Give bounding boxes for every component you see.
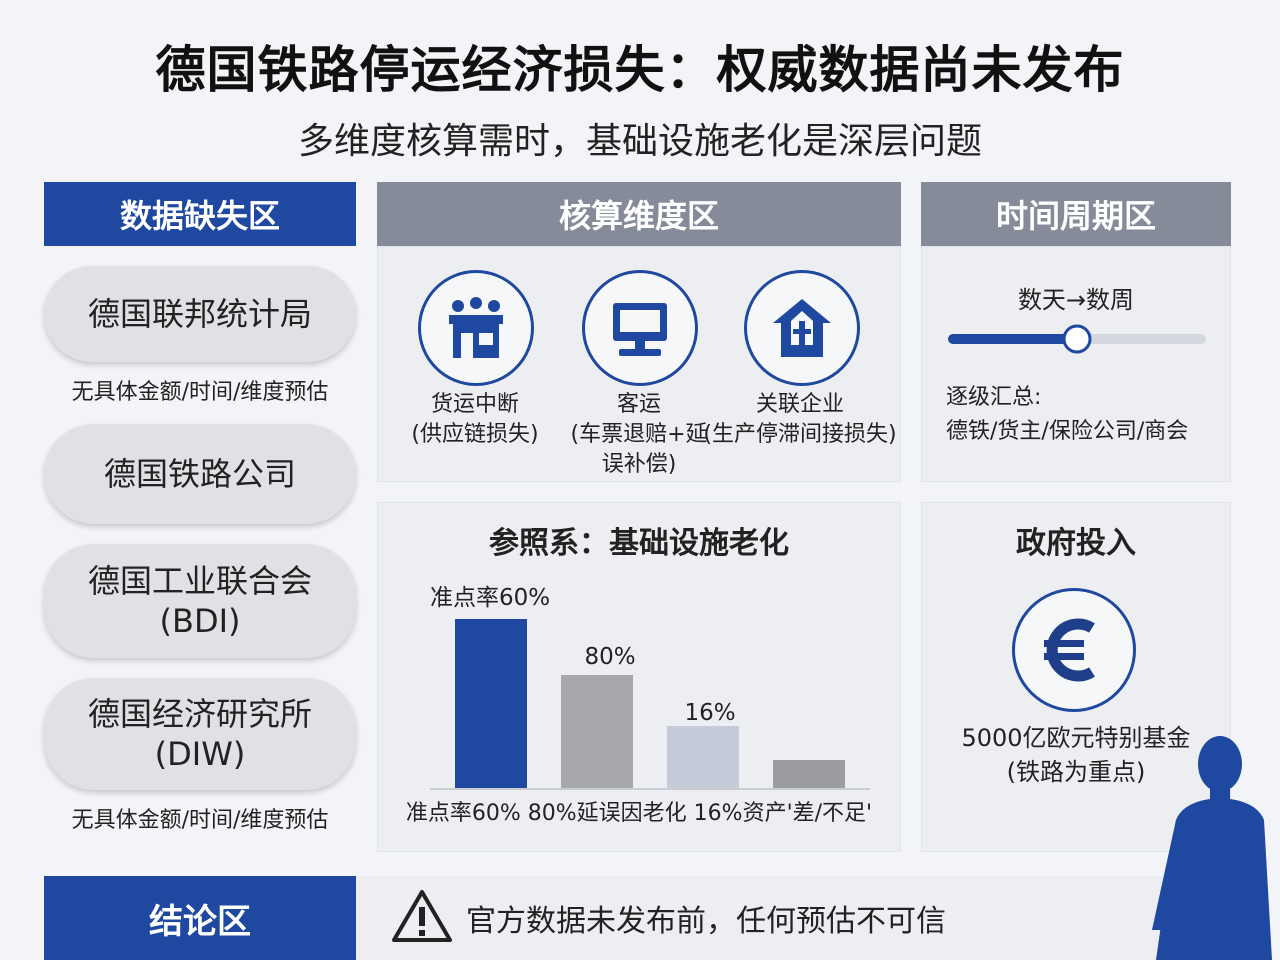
missing-note: 无具体金额/时间/维度预估 [71,380,329,405]
conclusion-label: 结论区 [44,876,356,960]
source-name: 德国工业联合会 [87,562,312,600]
source-name: 德国铁路公司 [103,455,296,493]
reference-title: 参照系：基础设施老化 [489,526,789,561]
euro-icon [1012,588,1136,712]
government-title: 政府投入 [1016,526,1136,561]
warehouse-icon [418,270,534,386]
conclusion-text: 官方数据未发布前，任何预估不可信 [466,904,946,939]
dimension-detail: (车票退赔+延 [570,422,708,447]
dimension-detail: (生产停滞间接损失) [703,422,897,447]
section-header-missing: 数据缺失区 [44,182,356,246]
page-title: 德国铁路停运经济损失：权威数据尚未发布 [155,41,1125,99]
monitor-icon [582,270,698,386]
period-range: 数天→数周 [1017,286,1135,314]
bar-punctuality [455,619,527,788]
period-panel [921,246,1231,482]
section-header-period: 时间周期区 [921,182,1231,246]
missing-note: 无具体金额/时间/维度预估 [71,808,329,833]
conclusion-bar [356,876,1236,960]
dimension-title: 货运中断 [430,392,519,417]
period-label: 逐级汇总: [946,385,1042,410]
dimension-detail: 误补偿) [601,452,677,477]
bar-other [773,760,845,788]
dimension-title: 客运 [616,392,661,417]
government-fund: 5000亿欧元特别基金 [961,724,1191,752]
source-pill-bdi: 德国工业联合会 (BDI) [44,544,356,658]
house-network-icon [744,270,860,386]
dimension-detail: (供应链损失) [411,422,539,447]
reference-caption: 准点率60% 80%延误因老化 16%资产'差/不足' [405,801,873,826]
source-abbr: (BDI) [159,602,241,640]
dimension-title: 关联企业 [755,392,844,417]
page-subtitle: 多维度核算需时，基础设施老化是深层问题 [297,121,982,162]
bar-asset-condition [667,726,739,788]
period-parties: 德铁/货主/保险公司/商会 [946,419,1189,444]
reference-bar-chart [430,619,870,790]
dimension-passenger: 客运 (车票退赔+延 误补偿) [556,390,722,480]
bar-label-punctuality: 准点率60% [429,585,551,611]
source-name: 德国联邦统计局 [87,295,312,333]
warning-icon [392,890,452,942]
dimension-freight: 货运中断 (供应链损失) [392,390,558,450]
section-header-dimensions: 核算维度区 [377,182,901,246]
government-focus: (铁路为重点) [1006,758,1146,786]
source-pill-db: 德国铁路公司 [44,424,356,524]
bar-label-aging-delay: 80% [584,644,636,670]
bar-label-asset-condition: 16% [684,700,736,726]
person-silhouette-icon [1152,736,1272,960]
source-name: 德国经济研究所 [87,695,312,733]
dimension-affiliates: 关联企业 (生产停滞间接损失) [700,390,900,450]
period-slider [948,324,1206,354]
source-abbr: (DIW) [154,735,246,773]
source-pill-diw: 德国经济研究所 (DIW) [44,678,356,790]
bar-aging-delay [561,675,633,788]
source-pill-destatis: 德国联邦统计局 [44,266,356,362]
